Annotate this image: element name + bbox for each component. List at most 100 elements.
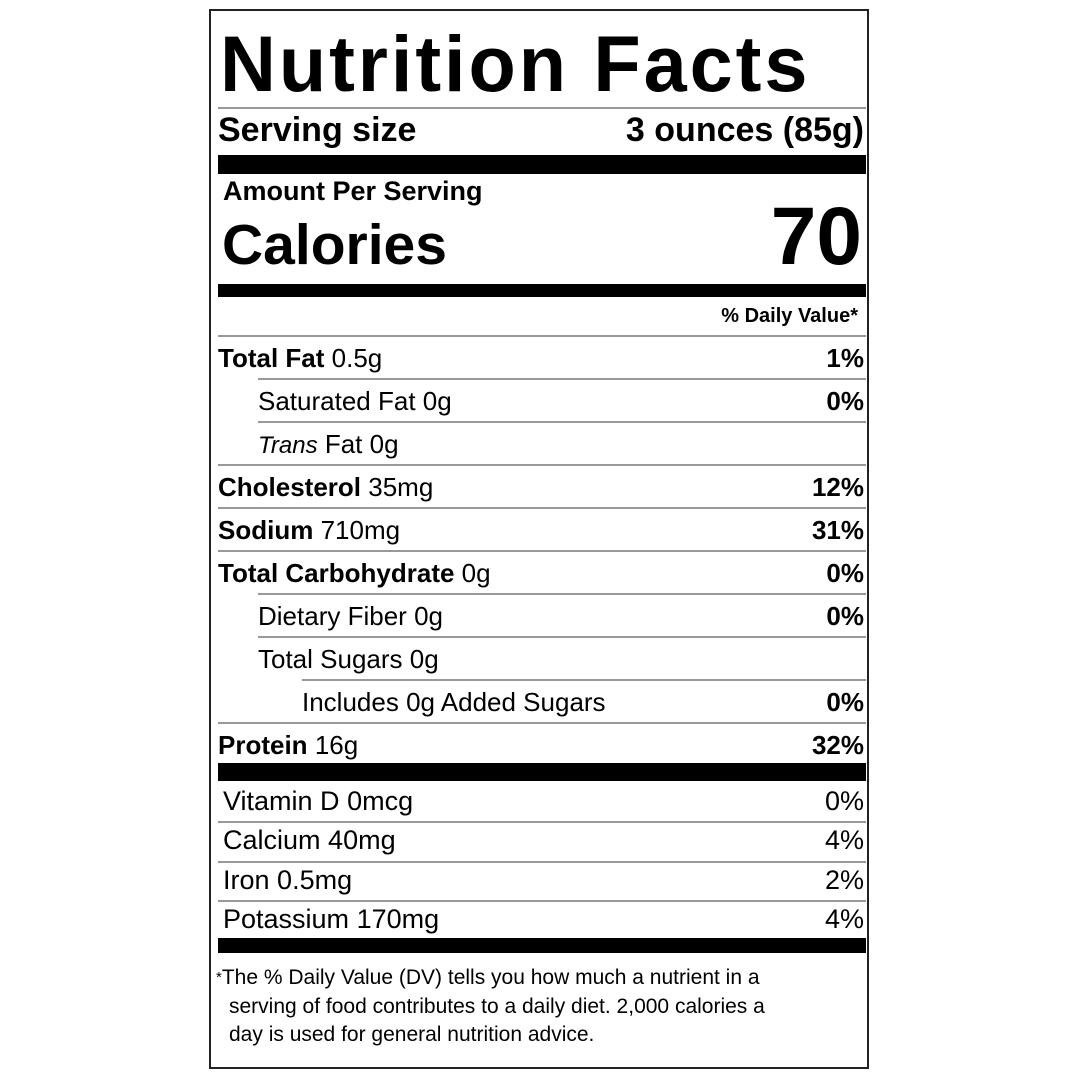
vitamin-name: Vitamin D	[223, 785, 340, 816]
footnote-line: day is used for general nutrition advice…	[229, 1023, 595, 1046]
vitamin-row: Potassium 170mg 4%	[218, 900, 864, 940]
vitamin-daily-value: 4%	[824, 904, 864, 934]
nutrient-row: Trans Fat 0g	[218, 424, 864, 464]
divider	[218, 335, 866, 337]
vitamin-row: Vitamin D 0mcg 0%	[218, 781, 864, 821]
nutrient-row: Dietary Fiber 0g 0%	[218, 596, 864, 636]
nutrient-label: Cholesterol 35mg	[218, 472, 433, 503]
nutrient-row: Saturated Fat 0g 0%	[218, 381, 864, 421]
nutrient-daily-value: 32%	[811, 729, 864, 760]
nutrient-row: Sodium 710mg 31%	[218, 510, 864, 550]
footnote-asterisk: *	[216, 969, 222, 986]
nutrient-amount: 0g	[461, 557, 491, 588]
serving-size-row: Serving size 3 ounces (85g)	[218, 110, 864, 150]
nutrient-name: Includes 0g Added Sugars	[302, 686, 606, 717]
nutrient-amount: 0g	[369, 428, 399, 459]
nutrient-label: Saturated Fat 0g	[218, 386, 452, 417]
thick-divider	[218, 763, 866, 781]
label-title: Nutrition Facts	[220, 19, 811, 108]
nutrient-row: Total Carbohydrate 0g 0%	[218, 553, 864, 593]
vitamin-label: Calcium 40mg	[218, 825, 396, 856]
nutrient-name: Trans	[258, 431, 318, 459]
nutrient-daily-value: 12%	[811, 471, 864, 502]
divider	[218, 821, 866, 823]
nutrient-row: Total Fat 0.5g 1%	[218, 338, 864, 378]
nutrient-name-suffix: Fat	[324, 428, 363, 459]
divider	[258, 378, 866, 380]
divider	[258, 421, 866, 423]
nutrient-name: Saturated Fat	[258, 385, 416, 416]
vitamin-daily-value: 4%	[824, 825, 864, 855]
nutrient-label: Total Sugars 0g	[218, 644, 439, 675]
divider	[258, 593, 866, 595]
nutrient-amount: 0.5g	[331, 342, 383, 373]
vitamin-row: Calcium 40mg 4%	[218, 821, 864, 861]
nutrient-label: Protein 16g	[218, 730, 358, 761]
nutrient-amount: 0g	[409, 643, 439, 674]
vitamin-name: Potassium	[223, 904, 350, 934]
nutrient-label: Total Carbohydrate 0g	[218, 558, 491, 589]
nutrient-daily-value: 0%	[826, 385, 864, 416]
thick-divider	[218, 155, 866, 174]
vitamin-label: Vitamin D 0mcg	[218, 786, 413, 817]
nutrient-label: Dietary Fiber 0g	[218, 601, 443, 632]
nutrient-amount: 710mg	[320, 514, 401, 545]
nutrient-row: Protein 16g 32%	[218, 725, 864, 765]
divider	[218, 860, 866, 863]
thick-divider	[218, 938, 866, 953]
nutrient-amount: 16g	[314, 729, 359, 760]
amount-per-serving: Amount Per Serving	[223, 176, 483, 206]
divider	[218, 107, 866, 109]
vitamin-label: Potassium 170mg	[218, 904, 439, 935]
nutrient-label: Trans Fat 0g	[218, 429, 399, 460]
nutrient-row: Total Sugars 0g	[218, 639, 864, 679]
divider	[302, 679, 866, 681]
nutrient-amount: 0g	[414, 600, 443, 631]
nutrient-amount: 35mg	[368, 471, 434, 502]
divider	[218, 507, 866, 509]
calories-value: 70	[770, 191, 862, 282]
vitamin-amount: 0mcg	[347, 785, 414, 816]
nutrient-amount: 0g	[422, 385, 452, 416]
nutrient-label: Total Fat 0.5g	[218, 343, 382, 374]
footnote: *The % Daily Value (DV) tells you how mu…	[216, 964, 856, 1050]
vitamin-amount: 0.5mg	[277, 864, 353, 895]
nutrient-name: Total Fat	[218, 342, 325, 373]
nutrient-name: Total Sugars	[258, 643, 403, 674]
nutrient-label: Sodium 710mg	[218, 515, 400, 546]
calories-label: Calories	[222, 213, 447, 277]
vitamin-daily-value: 2%	[824, 864, 864, 895]
medium-divider	[218, 284, 866, 297]
vitamin-amount: 40mg	[328, 825, 396, 855]
vitamin-amount: 170mg	[356, 904, 440, 934]
vitamin-daily-value: 0%	[824, 785, 864, 816]
divider	[218, 550, 866, 552]
nutrient-label: Includes 0g Added Sugars	[218, 687, 606, 718]
vitamin-name: Iron	[223, 864, 270, 895]
nutrient-name: Protein	[218, 729, 308, 760]
nutrient-row: Cholesterol 35mg 12%	[218, 467, 864, 507]
vitamin-label: Iron 0.5mg	[218, 865, 352, 896]
vitamin-row: Iron 0.5mg 2%	[218, 860, 864, 900]
daily-value-header: % Daily Value*	[721, 305, 858, 327]
nutrient-daily-value: 0%	[826, 686, 864, 717]
serving-size-label: Serving size	[218, 110, 417, 149]
divider	[218, 464, 866, 466]
footnote-line: The % Daily Value (DV) tells you how muc…	[221, 966, 760, 989]
vitamin-name: Calcium	[223, 825, 321, 855]
nutrient-row: Includes 0g Added Sugars 0%	[218, 682, 864, 722]
divider	[218, 900, 866, 902]
nutrient-daily-value: 31%	[811, 514, 864, 545]
nutrient-name: Cholesterol	[218, 471, 362, 502]
nutrient-daily-value: 0%	[826, 600, 864, 631]
nutrition-facts-label	[209, 9, 869, 1069]
nutrient-name: Sodium	[218, 514, 314, 545]
nutrient-name: Dietary Fiber	[258, 600, 407, 631]
nutrient-daily-value: 0%	[826, 557, 864, 588]
footnote-line: serving of food contributes to a daily d…	[229, 994, 765, 1018]
nutrient-name: Total Carbohydrate	[218, 557, 455, 588]
serving-size-value: 3 ounces (85g)	[625, 110, 864, 149]
divider	[258, 636, 866, 638]
nutrient-daily-value: 1%	[826, 342, 864, 373]
divider	[218, 722, 866, 724]
